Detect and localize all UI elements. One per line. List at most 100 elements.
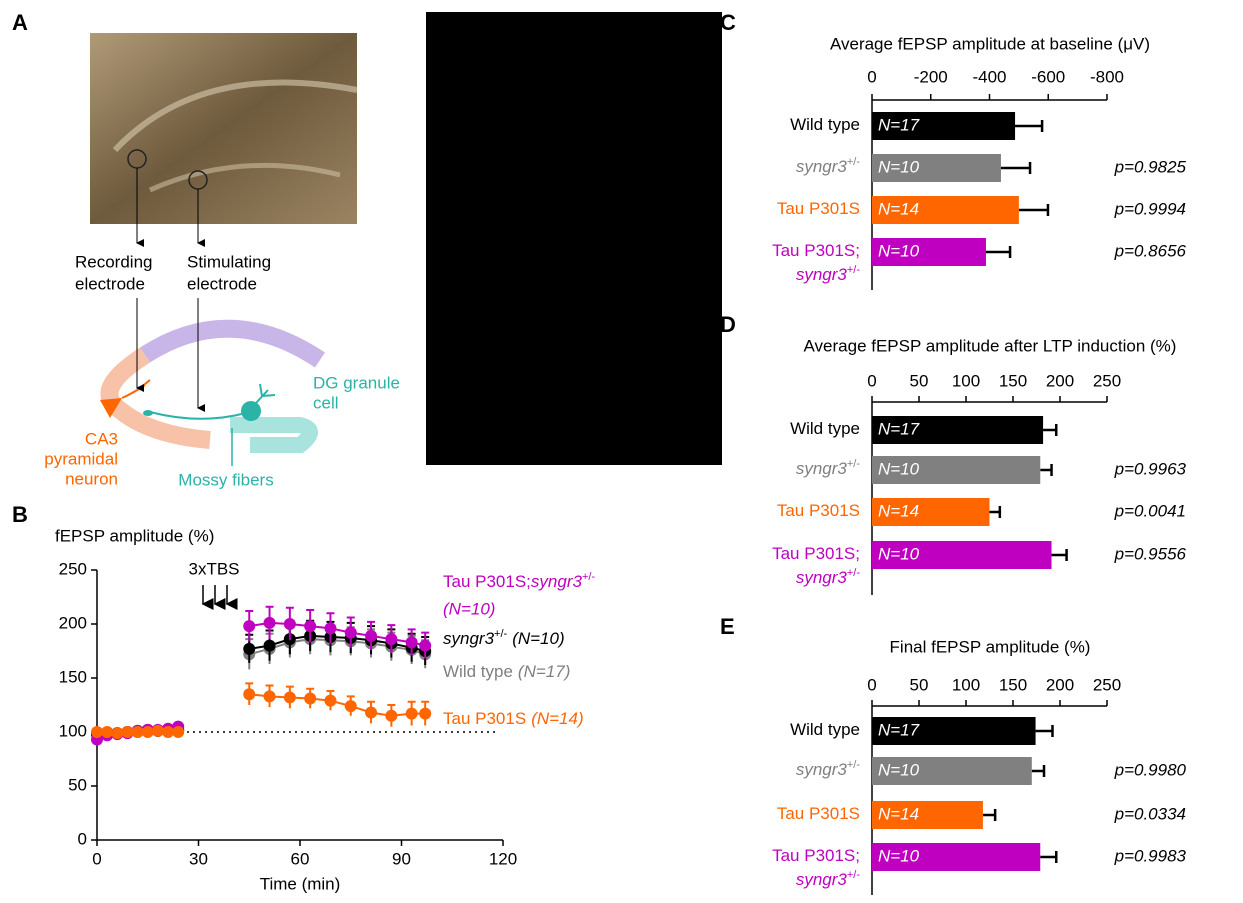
p-value: p=0.8656 — [1114, 241, 1187, 260]
legend-n: (N=10) — [512, 629, 564, 648]
bar-label: N=10 — [878, 459, 920, 478]
data-point — [101, 726, 113, 738]
x-tick-label: -800 — [1090, 67, 1124, 86]
y-axis-title: fEPSP amplitude (%) — [55, 526, 214, 545]
y-tick-label: 100 — [59, 721, 87, 740]
x-tick-label: 0 — [867, 675, 876, 694]
bar-label: N=17 — [878, 419, 920, 438]
error-bar — [1036, 725, 1053, 737]
text-run: +/- — [494, 628, 507, 640]
label: electrode — [187, 274, 257, 293]
error-bar — [1019, 204, 1048, 216]
granule-soma — [241, 401, 261, 421]
text-run: syngr3 — [796, 157, 848, 176]
x-tick-label: 250 — [1093, 371, 1121, 390]
category-label: syngr3+/- — [796, 458, 861, 479]
data-point — [243, 620, 255, 632]
label: Stimulating — [187, 252, 271, 271]
text-run: Tau P301S — [777, 199, 860, 218]
data-point — [264, 690, 276, 702]
p-value: p=0.9994 — [1114, 199, 1186, 218]
text-run: syngr3 — [531, 572, 583, 591]
p-value: p=0.9963 — [1114, 459, 1187, 478]
text-run: Wild type — [790, 419, 860, 438]
text-run: +/- — [847, 759, 860, 771]
data-point — [152, 725, 164, 737]
x-tick-label: 90 — [392, 849, 411, 868]
dendrite — [122, 380, 150, 398]
x-tick-label: 50 — [910, 371, 929, 390]
page: Recording electrode Stimulating electrod… — [0, 0, 1243, 903]
x-tick-label: 50 — [910, 675, 929, 694]
category-label: Tau P301S — [777, 804, 860, 823]
text-run: +/- — [847, 458, 860, 470]
data-point — [385, 633, 397, 645]
p-value: p=0.9556 — [1114, 544, 1187, 563]
p-value: p=0.0334 — [1114, 804, 1186, 823]
y-tick-label: 0 — [78, 829, 87, 848]
text-run: syngr3 — [796, 760, 848, 779]
x-tick-label: 0 — [867, 67, 876, 86]
chart-title: Final fEPSP amplitude (%) — [890, 637, 1091, 656]
error-bar — [1040, 464, 1051, 476]
text-run: Wild type — [790, 720, 860, 739]
x-tick-label: 0 — [867, 371, 876, 390]
data-point — [406, 636, 418, 648]
data-point — [264, 617, 276, 629]
category-label: syngr3+/- — [796, 869, 861, 890]
label: Recording — [75, 252, 153, 271]
figure: Recording electrode Stimulating electrod… — [0, 0, 1243, 903]
x-tick-label: 200 — [1046, 371, 1074, 390]
legend-entry: Tau P301S;syngr3+/- — [443, 571, 595, 592]
panel-label: E — [720, 614, 735, 639]
text-run: +/- — [847, 869, 860, 881]
label: Mossy fibers — [178, 470, 273, 489]
legend-n: (N=14) — [531, 709, 583, 728]
text-run: Tau P301S; — [443, 572, 531, 591]
error-bar — [990, 506, 1000, 518]
x-tick-label: 120 — [489, 849, 517, 868]
text-run: +/- — [847, 156, 860, 168]
category-label: Tau P301S; — [772, 846, 860, 865]
text-run: syngr3 — [796, 459, 848, 478]
data-point — [324, 695, 336, 707]
data-point — [172, 726, 184, 738]
data-point — [385, 710, 397, 722]
data-point — [304, 693, 316, 705]
p-value: p=0.9825 — [1114, 157, 1187, 176]
error-bar — [1043, 424, 1056, 436]
panel-label: C — [720, 10, 736, 35]
text-run: Wild type — [790, 115, 860, 134]
category-label: Tau P301S — [777, 199, 860, 218]
legend-entry: syngr3+/-(N=10) — [443, 628, 565, 649]
x-tick-label: 150 — [999, 371, 1027, 390]
category-label: syngr3+/- — [796, 264, 861, 285]
data-point — [406, 708, 418, 720]
annotation: 3xTBS — [188, 559, 239, 578]
y-tick-label: 50 — [68, 775, 87, 794]
x-tick-label: 60 — [291, 849, 310, 868]
label: electrode — [75, 274, 145, 293]
category-label: Wild type — [790, 419, 860, 438]
data-point — [243, 688, 255, 700]
error-bar — [986, 246, 1010, 258]
data-point — [345, 627, 357, 639]
text-run: Tau P301S — [777, 804, 860, 823]
x-tick-label: 0 — [92, 849, 101, 868]
x-tick-label: 100 — [952, 371, 980, 390]
y-tick-label: 150 — [59, 667, 87, 686]
label: DG granule — [313, 373, 400, 392]
x-tick-label: -400 — [972, 67, 1006, 86]
bar-label: N=10 — [878, 846, 920, 865]
label: pyramidal — [44, 449, 118, 468]
data-point — [324, 622, 336, 634]
text-run: +/- — [582, 571, 595, 583]
x-tick-label: -200 — [914, 67, 948, 86]
error-bar — [1040, 851, 1056, 863]
error-bar — [1052, 549, 1067, 561]
text-run: syngr3 — [796, 870, 848, 889]
bar-label: N=14 — [878, 199, 919, 218]
text-run: Wild type — [443, 662, 513, 681]
data-point — [365, 630, 377, 642]
data-point — [419, 708, 431, 720]
